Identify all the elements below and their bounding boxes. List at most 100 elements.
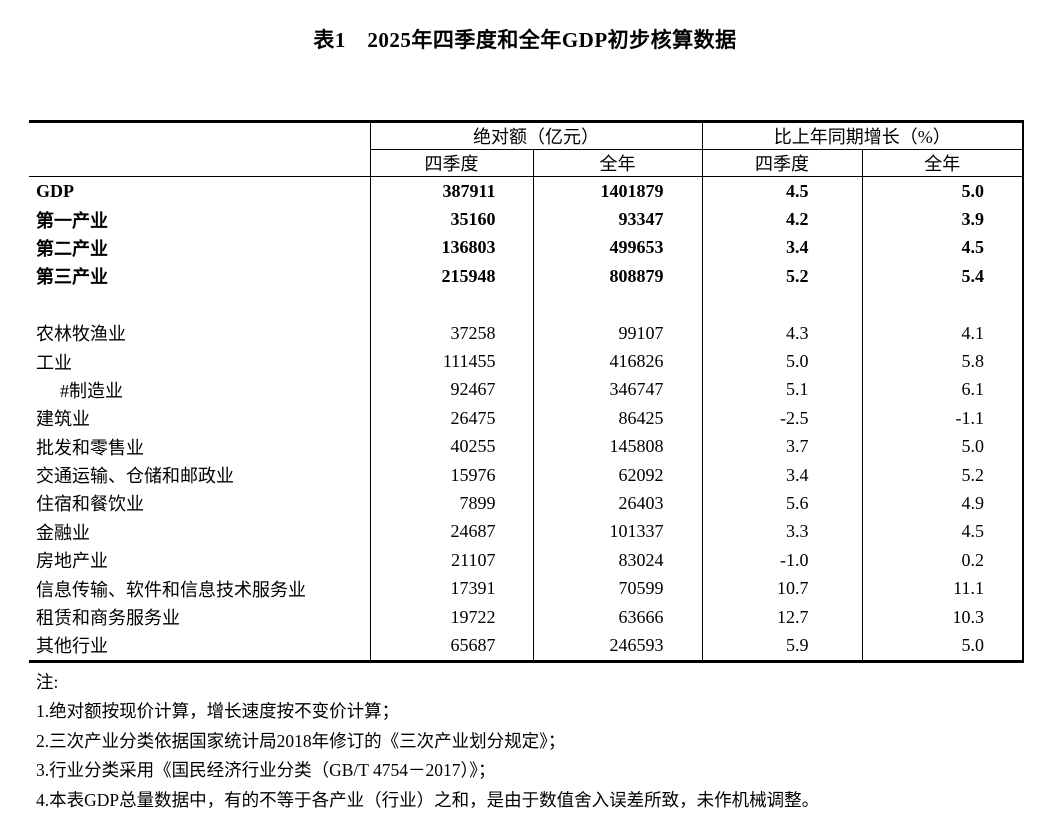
cell-growth-q4: 3.3 xyxy=(701,517,862,547)
table-header: 绝对额（亿元） 比上年同期增长（%） 四季度 全年 四季度 全年 xyxy=(29,121,1024,177)
note-item-1: 1.绝对额按现价计算，增长速度按不变价计算； xyxy=(36,701,400,722)
cell-growth-q4: 3.7 xyxy=(701,432,862,461)
row-label: 第三产业 xyxy=(36,267,108,288)
cell-absolute-year xyxy=(532,290,702,319)
row-label: 金融业 xyxy=(36,522,90,543)
cell-growth-q4: 3.4 xyxy=(701,233,862,263)
table-row: GDP 387911 1401879 4.5 5.0 xyxy=(29,176,1024,206)
table-row: 工业 111455 416826 5.0 5.8 xyxy=(29,347,1024,376)
cell-absolute-year: 246593 xyxy=(532,631,702,662)
notes-heading: 注: xyxy=(36,671,59,692)
row-label: 农林牧渔业 xyxy=(36,324,126,345)
cell-absolute-year: 1401879 xyxy=(532,176,702,206)
cell-absolute-q4: 26475 xyxy=(369,404,533,433)
cell-growth-q4: 4.5 xyxy=(701,176,862,206)
row-label: 住宿和餐饮业 xyxy=(36,494,144,515)
cell-absolute-year: 70599 xyxy=(532,574,702,603)
cell-growth-year: 5.0 xyxy=(861,432,1024,461)
cell-absolute-q4: 17391 xyxy=(369,574,533,603)
cell-absolute-year: 86425 xyxy=(532,404,702,433)
column-group-growth: 比上年同期增长（%） xyxy=(701,121,1024,150)
cell-absolute-q4: 136803 xyxy=(369,233,533,263)
cell-growth-year: 10.3 xyxy=(861,602,1024,632)
cell-growth-q4: 5.1 xyxy=(701,375,862,405)
row-label: 房地产业 xyxy=(36,551,108,572)
table-row: 交通运输、仓储和邮政业 15976 62092 3.4 5.2 xyxy=(29,460,1024,490)
cell-absolute-q4: 92467 xyxy=(369,375,533,405)
subheader-growth-year: 全年 xyxy=(861,149,1024,177)
page-title: 表1 2025年四季度和全年GDP初步核算数据 xyxy=(313,28,737,52)
row-label: 租赁和商务服务业 xyxy=(36,608,180,629)
row-label: 第一产业 xyxy=(36,210,108,231)
cell-absolute-q4 xyxy=(369,290,533,319)
cell-growth-q4: 10.7 xyxy=(701,574,862,603)
row-label: 工业 xyxy=(36,352,72,373)
note-item-3: 3.行业分类采用《国民经济行业分类（GB/T 4754－2017）》； xyxy=(36,760,496,781)
cell-growth-q4: 4.3 xyxy=(701,318,862,348)
document-page: { "title": "表1 2025年四季度和全年GDP初步核算数据", "t… xyxy=(0,26,1050,839)
cell-absolute-q4: 24687 xyxy=(369,517,533,547)
cell-absolute-q4: 215948 xyxy=(369,262,533,291)
cell-growth-year: 0.2 xyxy=(861,546,1024,575)
table-row: 信息传输、软件和信息技术服务业 17391 70599 10.7 11.1 xyxy=(29,574,1024,603)
cell-absolute-year: 145808 xyxy=(532,432,702,461)
cell-absolute-q4: 111455 xyxy=(369,347,533,376)
cell-growth-q4: 5.2 xyxy=(701,262,862,291)
gdp-table: 绝对额（亿元） 比上年同期增长（%） 四季度 全年 四季度 全年 GDP 387… xyxy=(29,120,1024,663)
table-row: 建筑业 26475 86425 -2.5 -1.1 xyxy=(29,404,1024,433)
row-label: 第二产业 xyxy=(36,238,108,259)
row-label: 批发和零售业 xyxy=(36,437,144,458)
cell-absolute-q4: 15976 xyxy=(369,460,533,490)
cell-growth-q4: -2.5 xyxy=(701,404,862,433)
cell-absolute-q4: 35160 xyxy=(369,205,533,234)
table-row: 第二产业 136803 499653 3.4 4.5 xyxy=(29,233,1024,263)
cell-growth-q4 xyxy=(701,290,862,319)
table-row: 房地产业 21107 83024 -1.0 0.2 xyxy=(29,546,1024,575)
cell-growth-year: 6.1 xyxy=(861,375,1024,405)
cell-absolute-year: 808879 xyxy=(532,262,702,291)
row-label: 交通运输、仓储和邮政业 xyxy=(36,466,234,487)
cell-growth-q4: 5.9 xyxy=(701,631,862,662)
cell-absolute-year: 83024 xyxy=(532,546,702,575)
column-group-absolute: 绝对额（亿元） xyxy=(369,121,702,150)
table-row xyxy=(29,290,1024,319)
table-row: 金融业 24687 101337 3.3 4.5 xyxy=(29,517,1024,547)
table-row: 第三产业 215948 808879 5.2 5.4 xyxy=(29,262,1024,291)
cell-absolute-q4: 65687 xyxy=(369,631,533,662)
cell-growth-year: 5.8 xyxy=(861,347,1024,376)
cell-absolute-q4: 7899 xyxy=(369,489,533,518)
table-body: GDP 387911 1401879 4.5 5.0 第一产业 35160 93… xyxy=(29,176,1024,662)
corner-cell-2 xyxy=(29,149,370,177)
cell-absolute-q4: 19722 xyxy=(369,602,533,632)
cell-growth-year: 5.2 xyxy=(861,460,1024,490)
cell-absolute-q4: 37258 xyxy=(369,318,533,348)
subheader-growth-q4: 四季度 xyxy=(701,149,862,177)
cell-growth-q4: 5.0 xyxy=(701,347,862,376)
cell-absolute-year: 346747 xyxy=(532,375,702,405)
cell-growth-year: -1.1 xyxy=(861,404,1024,433)
table-row: 住宿和餐饮业 7899 26403 5.6 4.9 xyxy=(29,489,1024,518)
cell-growth-q4: -1.0 xyxy=(701,546,862,575)
table-row: 其他行业 65687 246593 5.9 5.0 xyxy=(29,631,1024,662)
cell-growth-year: 4.1 xyxy=(861,318,1024,348)
cell-absolute-year: 93347 xyxy=(532,205,702,234)
cell-growth-year xyxy=(861,290,1024,319)
cell-absolute-year: 99107 xyxy=(532,318,702,348)
corner-cell xyxy=(29,122,370,150)
subheader-absolute-year: 全年 xyxy=(532,149,702,177)
cell-growth-q4: 3.4 xyxy=(701,460,862,490)
cell-growth-q4: 4.2 xyxy=(701,205,862,234)
note-item-2: 2.三次产业分类依据国家统计局2018年修订的《三次产业划分规定》； xyxy=(36,730,566,751)
table-row: 租赁和商务服务业 19722 63666 12.7 10.3 xyxy=(29,602,1024,632)
table-row: 批发和零售业 40255 145808 3.7 5.0 xyxy=(29,432,1024,461)
row-label xyxy=(29,291,370,319)
cell-absolute-q4: 40255 xyxy=(369,432,533,461)
row-label: 其他行业 xyxy=(36,636,108,657)
subheader-absolute-q4: 四季度 xyxy=(369,149,533,177)
cell-absolute-year: 62092 xyxy=(532,460,702,490)
row-label: 建筑业 xyxy=(36,409,90,430)
cell-growth-year: 5.0 xyxy=(861,631,1024,662)
cell-absolute-q4: 387911 xyxy=(369,176,533,206)
row-label: 信息传输、软件和信息技术服务业 xyxy=(36,579,306,600)
group-header-row: 绝对额（亿元） 比上年同期增长（%） xyxy=(29,121,1024,150)
